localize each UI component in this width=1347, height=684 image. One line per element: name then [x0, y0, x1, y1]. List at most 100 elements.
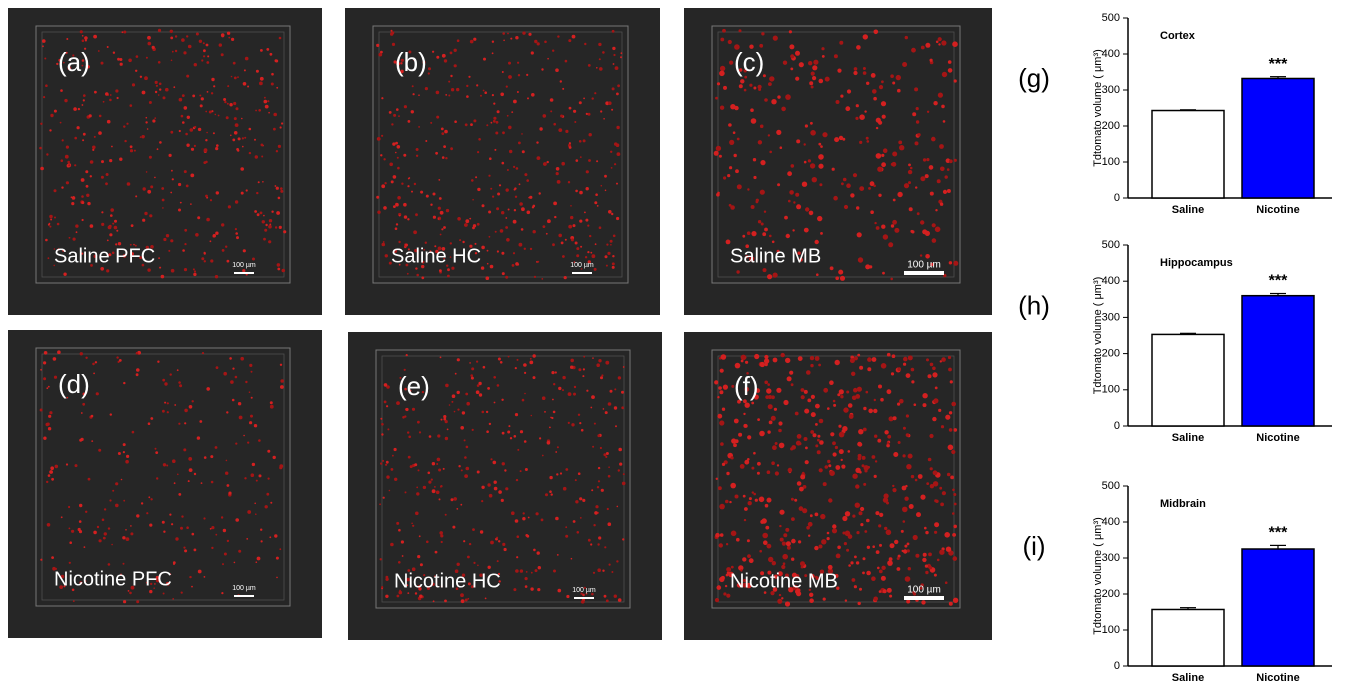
cell-dot [520, 470, 522, 472]
cell-dot [241, 192, 244, 195]
cell-dot [717, 414, 722, 419]
cell-dot [128, 59, 132, 63]
cell-dot [859, 511, 863, 515]
chart-title: Midbrain [1160, 498, 1206, 510]
cell-dot [468, 76, 470, 78]
cell-dot [398, 561, 401, 564]
cell-dot [235, 200, 238, 203]
cell-dot [555, 68, 559, 72]
cell-dot [161, 275, 165, 279]
cell-dot [123, 31, 126, 34]
cell-dot [909, 504, 914, 509]
cell-dot [177, 474, 179, 476]
cell-dot [492, 196, 494, 198]
cell-dot [794, 499, 797, 502]
cell-dot [497, 560, 499, 562]
cell-dot [378, 53, 382, 57]
cell-dot [234, 117, 237, 120]
cell-dot [925, 565, 928, 568]
cell-dot [500, 229, 504, 233]
cell-dot [175, 35, 177, 37]
cell-dot [464, 474, 468, 478]
cell-dot [773, 358, 778, 363]
cell-dot [501, 499, 504, 502]
cell-dot [408, 120, 411, 123]
cell-dot [603, 118, 605, 120]
cell-dot [795, 51, 800, 56]
cell-dot [46, 423, 49, 426]
cell-dot [170, 37, 173, 40]
cell-dot [799, 62, 804, 67]
bar [1242, 296, 1314, 426]
cell-dot [164, 382, 167, 385]
cell-dot [163, 463, 166, 466]
cell-dot [716, 193, 720, 197]
cell-dot [441, 228, 443, 230]
cell-dot [923, 553, 927, 557]
cell-dot [835, 276, 839, 280]
cell-dot [256, 192, 258, 194]
cell-dot [601, 489, 604, 492]
cell-dot [463, 540, 465, 542]
cell-dot [514, 435, 517, 438]
cell-dot [601, 374, 603, 376]
cell-dot [250, 415, 253, 418]
cell-dot [758, 85, 762, 89]
cell-dot [66, 38, 68, 40]
cell-dot [392, 142, 395, 145]
cell-dot [537, 588, 540, 591]
bar [1152, 111, 1224, 198]
cell-dot [524, 393, 526, 395]
cell-dot [157, 361, 159, 363]
cell-dot [433, 216, 436, 219]
cell-dot [184, 549, 187, 552]
cell-dot [786, 234, 790, 238]
cell-dot [76, 231, 78, 233]
cell-dot [904, 545, 907, 548]
cell-dot [850, 358, 855, 363]
cell-dot [199, 40, 202, 43]
cell-dot [591, 489, 593, 491]
cell-dot [848, 534, 853, 539]
cell-dot [425, 140, 427, 142]
cell-dot [61, 516, 63, 518]
cell-dot [558, 128, 562, 132]
cell-dot [829, 470, 835, 476]
cell-dot [130, 149, 133, 152]
cell-dot [425, 87, 428, 90]
cell-dot [445, 384, 449, 388]
cell-dot [502, 432, 505, 435]
cell-dot [941, 357, 946, 362]
cell-dot [764, 211, 766, 213]
cell-dot [568, 392, 572, 396]
cell-dot [172, 178, 174, 180]
cell-dot [910, 167, 913, 170]
cell-dot [525, 577, 528, 580]
cell-dot [123, 500, 125, 502]
cell-dot [405, 491, 407, 493]
image-panel: (f)Nicotine MB100 µm [684, 332, 992, 640]
cell-dot [941, 40, 946, 45]
cell-dot [819, 468, 823, 472]
cell-dot [575, 500, 578, 503]
cell-dot [841, 459, 843, 461]
cell-dot [833, 452, 837, 456]
cell-dot [254, 503, 256, 505]
cell-dot [522, 517, 525, 520]
cell-dot [419, 431, 421, 433]
cell-dot [438, 469, 441, 472]
cell-dot [186, 75, 189, 78]
cell-dot [534, 276, 536, 278]
cell-dot [396, 108, 399, 111]
cell-dot [213, 85, 215, 87]
cell-dot [758, 140, 762, 144]
cell-dot [192, 533, 195, 536]
cell-dot [920, 254, 922, 256]
cell-dot [96, 392, 99, 395]
cell-dot [273, 456, 276, 459]
cell-dot [744, 460, 749, 465]
cell-dot [246, 538, 248, 540]
cell-dot [169, 154, 172, 157]
cell-dot [215, 275, 218, 278]
cell-dot [592, 254, 596, 258]
